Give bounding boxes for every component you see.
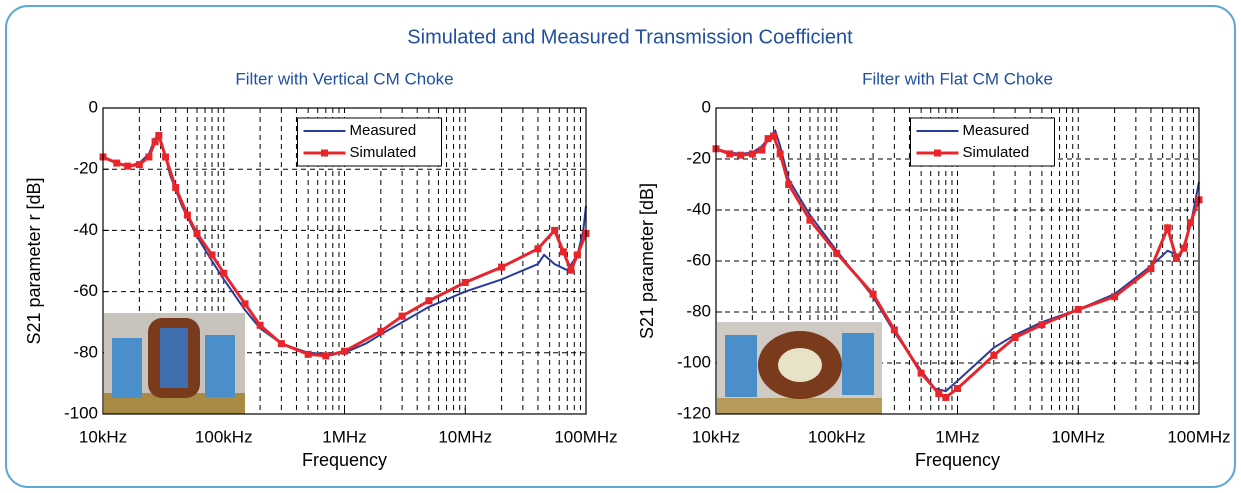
legend-marker xyxy=(321,149,328,157)
series-marker xyxy=(534,245,542,253)
series-marker xyxy=(890,326,898,334)
series-marker xyxy=(398,312,406,320)
y-tick-label: -20 xyxy=(686,148,711,167)
legend-label: Simulated xyxy=(963,144,1030,161)
series-marker xyxy=(256,321,264,329)
series-marker xyxy=(770,132,778,140)
series-marker xyxy=(737,151,745,159)
series-marker xyxy=(113,159,121,167)
legend-label: Measured xyxy=(350,122,417,139)
series-marker xyxy=(917,369,925,377)
series-marker xyxy=(461,278,469,286)
series-marker xyxy=(151,138,159,146)
y-tick-label: -100 xyxy=(64,403,98,422)
photo-vertical-choke xyxy=(104,313,245,414)
legend-box xyxy=(910,117,1055,167)
y-tick-label: -20 xyxy=(73,159,98,178)
y-tick-label: -80 xyxy=(686,301,711,320)
series-marker xyxy=(726,150,734,158)
series-marker xyxy=(942,393,950,401)
x-axis-label: Frequency xyxy=(915,450,1000,470)
x-tick-label: 10MHz xyxy=(1051,427,1105,446)
series-marker xyxy=(322,352,330,360)
series-marker xyxy=(869,290,877,298)
x-tick-label: 10kHz xyxy=(79,427,127,446)
legend-marker xyxy=(934,149,941,157)
x-tick-label: 10kHz xyxy=(692,427,740,446)
series-marker xyxy=(990,351,998,359)
x-tick-label: 100kHz xyxy=(808,427,866,446)
plot-border xyxy=(715,107,1200,415)
series-marker xyxy=(155,132,163,140)
legend-box xyxy=(297,117,442,167)
series-marker xyxy=(341,347,348,355)
series-marker xyxy=(304,350,312,358)
y-tick-label: -120 xyxy=(677,403,711,422)
legend-label: Measured xyxy=(963,122,1030,139)
series-marker xyxy=(145,153,153,161)
series-marker xyxy=(498,263,506,271)
series-marker xyxy=(172,184,180,192)
subplot-title: Filter with Vertical CM Choke xyxy=(235,69,453,88)
x-tick-label: 1MHz xyxy=(322,427,366,446)
x-tick-label: 100MHz xyxy=(554,427,617,446)
legend-label: Simulated xyxy=(350,144,417,161)
subplot-title: Filter with Flat CM Choke xyxy=(862,69,1053,88)
x-axis-label: Frequency xyxy=(302,450,387,470)
series-marker xyxy=(1074,305,1082,313)
series-marker xyxy=(1186,219,1194,227)
series-marker xyxy=(935,390,943,398)
series-marker xyxy=(1011,334,1019,341)
series-marker xyxy=(241,300,249,308)
x-tick-label: 100kHz xyxy=(195,427,253,446)
series-marker xyxy=(573,251,581,259)
series-marker xyxy=(833,249,841,257)
series-marker xyxy=(776,150,784,158)
y-tick-label: -40 xyxy=(686,199,711,218)
y-axis-label: S21 parameter [dB] xyxy=(637,183,657,339)
series-marker xyxy=(208,251,216,259)
y-tick-label: -100 xyxy=(677,352,711,371)
y-tick-label: -60 xyxy=(686,250,711,269)
x-tick-label: 10MHz xyxy=(438,427,492,446)
photo-flat-choke xyxy=(717,322,882,414)
series-marker xyxy=(758,146,766,154)
series-marker xyxy=(183,211,191,219)
series-marker xyxy=(1038,321,1046,329)
series-marker xyxy=(1172,254,1180,262)
series-marker xyxy=(425,297,433,305)
y-axis-label: S21 parameter r [dB] xyxy=(24,177,44,344)
series-marker xyxy=(193,229,201,237)
series-marker xyxy=(277,340,285,348)
x-tick-label: 1MHz xyxy=(935,427,979,446)
series-marker xyxy=(377,327,385,335)
series-marker xyxy=(162,153,170,161)
series-marker xyxy=(220,269,228,277)
series-marker xyxy=(1180,244,1188,252)
series-marker xyxy=(1164,224,1172,232)
series-marker xyxy=(954,385,961,392)
series-line xyxy=(715,134,1201,400)
y-tick-label: 0 xyxy=(89,97,98,116)
y-tick-label: -60 xyxy=(73,281,98,300)
series-marker xyxy=(135,161,143,169)
series-marker xyxy=(551,226,559,234)
series-marker xyxy=(764,135,772,143)
y-tick-label: -80 xyxy=(73,342,98,361)
figure-title: Simulated and Measured Transmission Coef… xyxy=(407,26,853,48)
series-marker xyxy=(1111,293,1119,301)
series-marker xyxy=(567,266,575,274)
series-marker xyxy=(806,216,814,224)
series-marker xyxy=(748,150,756,158)
series-marker xyxy=(559,248,567,256)
series-marker xyxy=(124,162,132,170)
y-tick-label: 0 xyxy=(702,97,711,116)
x-tick-label: 100MHz xyxy=(1167,427,1230,446)
series-marker xyxy=(1147,265,1155,273)
y-tick-label: -40 xyxy=(73,220,98,239)
plot-border xyxy=(102,107,587,415)
series-marker xyxy=(785,181,793,188)
